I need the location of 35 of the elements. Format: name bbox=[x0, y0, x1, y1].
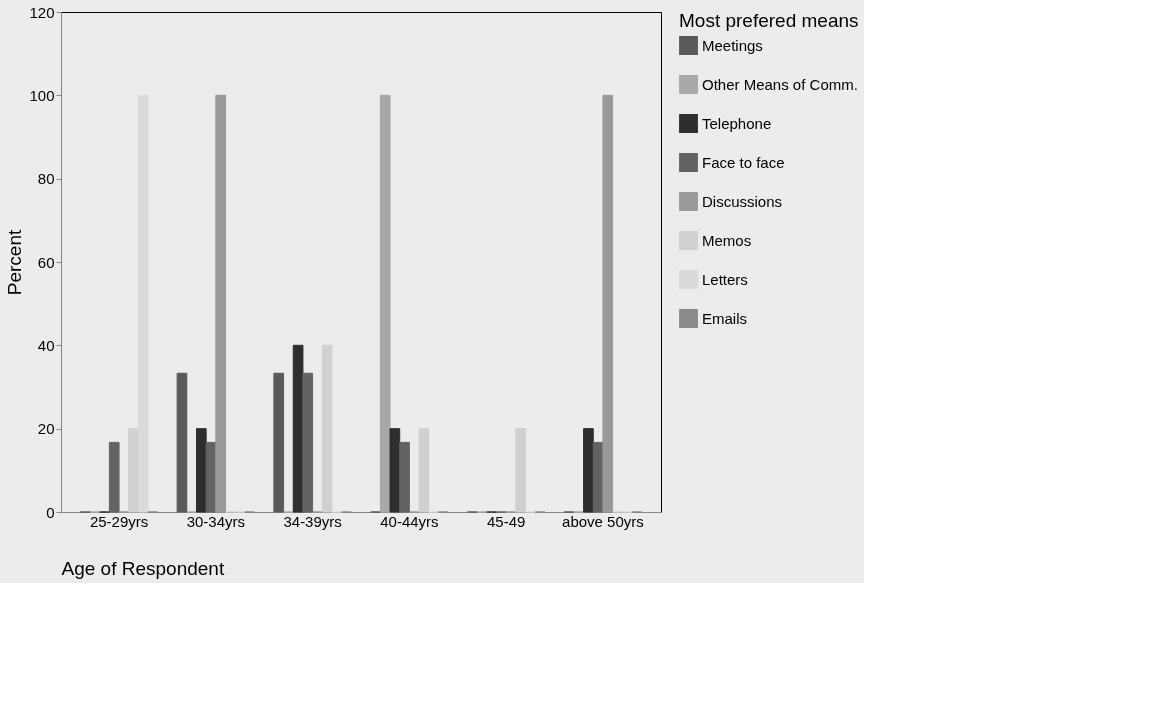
y-tick-label: 100 bbox=[29, 86, 55, 104]
y-axis-title: Percent bbox=[4, 229, 26, 296]
bar bbox=[389, 428, 401, 513]
x-tick-label: 40-44yrs bbox=[380, 512, 439, 530]
x-tick-label: 34-39yrs bbox=[283, 512, 342, 530]
y-tick-label: 40 bbox=[37, 336, 55, 354]
legend-label: Telephone bbox=[702, 114, 772, 132]
bar bbox=[176, 372, 188, 513]
legend-label: Face to face bbox=[702, 153, 785, 171]
x-axis-title: Age of Respondent bbox=[61, 557, 225, 579]
legend-label: Discussions bbox=[702, 192, 783, 210]
y-tick-label: 20 bbox=[37, 420, 55, 438]
bar bbox=[273, 372, 285, 513]
x-tick-label: above 50yrs bbox=[562, 512, 644, 530]
y-tick-label: 120 bbox=[29, 3, 55, 21]
legend-label: Memos bbox=[702, 231, 752, 249]
x-tick-label: 25-29yrs bbox=[89, 512, 149, 530]
bar bbox=[602, 94, 614, 513]
bar bbox=[215, 94, 227, 513]
bar bbox=[302, 372, 314, 513]
bar bbox=[399, 441, 410, 513]
bar bbox=[195, 428, 207, 513]
x-tick-label: 45-49 bbox=[486, 512, 526, 530]
legend-title: Most prefered means bbox=[679, 10, 859, 31]
x-tick-label: 30-34yrs bbox=[186, 512, 246, 530]
legend-label: Emails bbox=[702, 309, 748, 327]
y-tick-label: 80 bbox=[37, 170, 55, 188]
y-tick-label: 60 bbox=[37, 253, 55, 271]
legend-label: Letters bbox=[702, 270, 748, 288]
bar bbox=[379, 94, 391, 513]
bar bbox=[583, 428, 594, 513]
y-tick-label: 0 bbox=[46, 503, 55, 521]
bar bbox=[108, 441, 120, 513]
legend-label: Other Means of Comm. bbox=[702, 75, 858, 93]
legend-label: Meetings bbox=[702, 36, 763, 54]
